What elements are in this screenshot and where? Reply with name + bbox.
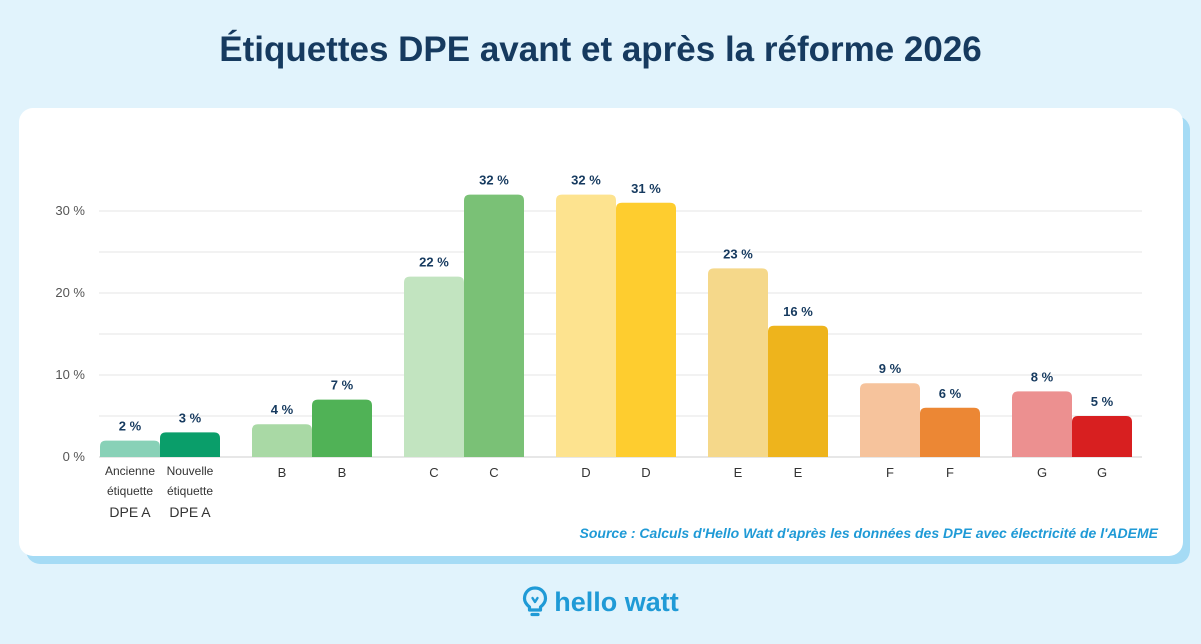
data-label: 23 % [723,246,753,261]
bar [768,325,828,457]
x-tick-label: B [338,465,347,480]
x-tick-label: G [1037,465,1047,480]
data-label: 31 % [631,181,661,196]
bar [708,268,768,457]
bar [1012,391,1072,457]
x-tick-label: Nouvelle [167,464,214,478]
x-tick-label: D [581,465,590,480]
bar [312,399,372,457]
data-label: 22 % [419,255,449,270]
y-tick-label: 30 % [55,203,85,218]
x-tick-label: E [794,465,803,480]
bar [860,383,920,457]
x-tick-label: DPE A [169,504,211,520]
lightbulb-icon [523,586,548,617]
y-tick-label: 20 % [55,285,85,300]
x-tick-label: C [489,465,498,480]
x-tick-label: Ancienne [105,464,155,478]
bar-chart: 0 % 10 % 20 % 30 % 2 % Ancienne étiquette DPE A… [55,173,1142,520]
data-label: 5 % [1091,394,1114,409]
bar [160,432,220,457]
data-label: 32 % [571,173,601,188]
bar [404,276,464,457]
x-tick-label: étiquette [167,484,213,498]
x-tick-label: DPE A [109,504,151,520]
data-label: 8 % [1031,369,1054,384]
bar [252,424,312,457]
x-tick-label: E [734,465,743,480]
data-label: 2 % [119,419,142,434]
logo-text: hello watt [554,586,679,617]
bar [100,440,160,457]
source-note: Source : Calculs d'Hello Watt d'après le… [579,525,1158,541]
x-tick-label: G [1097,465,1107,480]
x-tick-label: F [886,465,894,480]
data-label: 16 % [783,304,813,319]
x-tick-label: F [946,465,954,480]
x-tick-label: étiquette [107,484,153,498]
x-tick-label: D [641,465,650,480]
chart-title: Étiquettes DPE avant et après la réforme… [219,30,982,69]
y-tick-label: 10 % [55,367,85,382]
data-label: 7 % [331,378,354,393]
x-tick-label: C [429,465,438,480]
y-tick-label: 0 % [63,449,86,464]
x-tick-label: B [278,465,287,480]
bar [616,202,676,457]
chart-card: 0 % 10 % 20 % 30 % 2 % Ancienne étiquette DPE A… [19,108,1183,556]
bar [1072,416,1132,457]
bar [556,194,616,457]
logo: hello watt [0,586,1201,618]
data-label: 9 % [879,361,902,376]
data-label: 4 % [271,402,294,417]
bar [920,407,980,457]
data-label: 3 % [179,410,202,425]
bar [464,194,524,457]
data-label: 6 % [939,386,962,401]
data-label: 32 % [479,173,509,188]
